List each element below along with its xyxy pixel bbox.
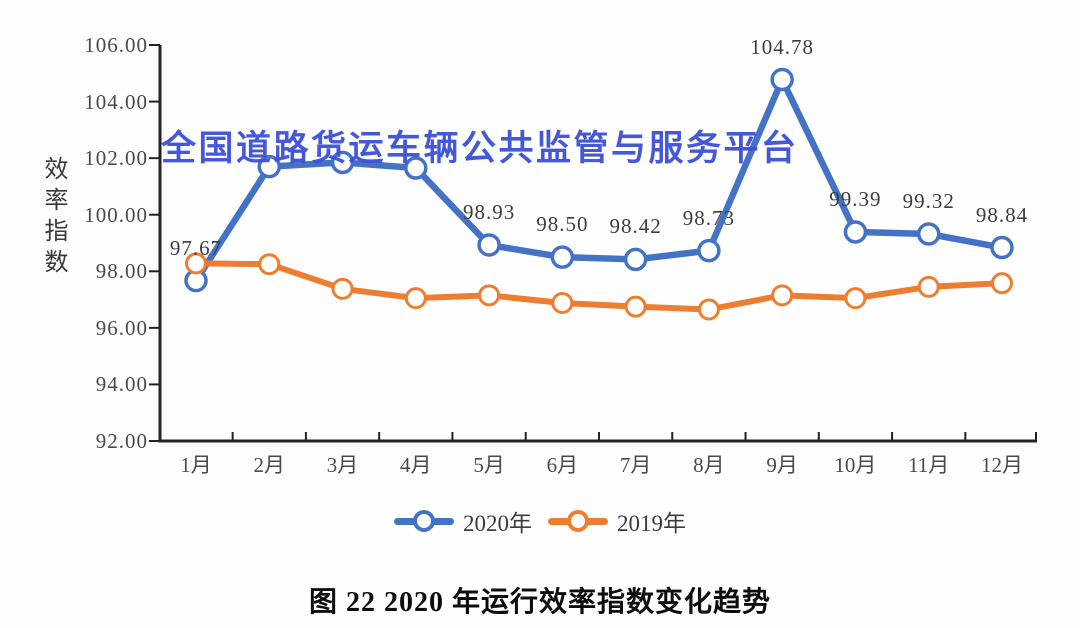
data-point bbox=[404, 156, 428, 180]
legend: 2020年 2019年 bbox=[0, 504, 1080, 538]
legend-item-2020: 2020年 bbox=[394, 504, 532, 538]
data-point bbox=[917, 275, 940, 298]
data-point bbox=[258, 253, 281, 276]
legend-line-marker-icon bbox=[548, 510, 608, 532]
series-line-2020年 bbox=[192, 76, 1006, 284]
legend-line-marker-icon bbox=[394, 510, 454, 532]
data-point bbox=[550, 245, 575, 269]
data-point bbox=[185, 252, 207, 275]
y-axis-title: 效率指数 bbox=[40, 156, 66, 280]
data-point bbox=[624, 295, 647, 318]
legend-label: 2020年 bbox=[463, 511, 532, 536]
watermark-text: 全国道路货运车辆公共监管与服务平台 bbox=[161, 129, 799, 168]
data-point bbox=[330, 150, 355, 175]
data-point bbox=[697, 298, 720, 321]
data-point bbox=[697, 238, 721, 263]
data-point bbox=[551, 291, 574, 314]
data-point bbox=[771, 284, 794, 307]
legend-label: 2019年 bbox=[617, 511, 686, 536]
data-point bbox=[257, 154, 282, 179]
data-point bbox=[331, 277, 354, 300]
data-point bbox=[843, 220, 868, 244]
data-point bbox=[770, 67, 794, 92]
data-point bbox=[844, 287, 867, 310]
data-point bbox=[478, 284, 501, 307]
legend-item-2019: 2019年 bbox=[548, 504, 686, 538]
data-point bbox=[990, 272, 1013, 295]
data-point bbox=[477, 233, 501, 257]
figure-caption: 图 22 2020 年运行效率指数变化趋势 bbox=[308, 587, 771, 618]
axis-lines bbox=[158, 45, 1037, 443]
series-line-2019年 bbox=[193, 260, 1005, 313]
data-point bbox=[623, 247, 648, 272]
data-point bbox=[990, 235, 1014, 260]
data-point bbox=[404, 287, 427, 310]
data-point bbox=[916, 222, 941, 246]
